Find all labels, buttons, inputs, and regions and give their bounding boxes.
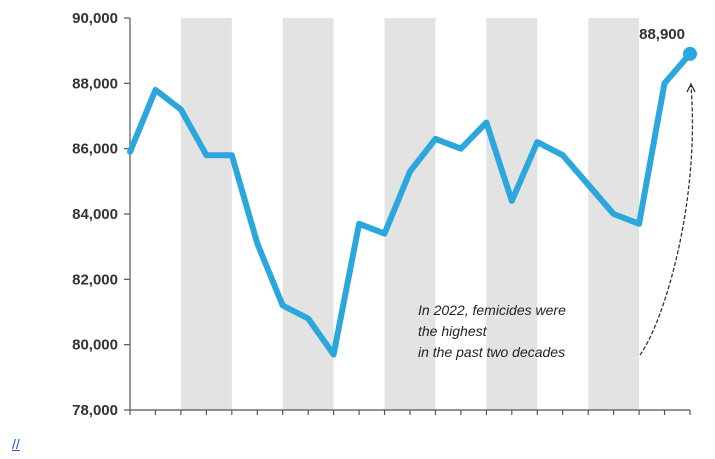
- data-point: [534, 139, 540, 145]
- end-value-callout: 88,900: [639, 26, 685, 43]
- annotation-line-3: in the past two decades: [418, 344, 565, 360]
- data-point: [560, 152, 566, 158]
- data-point: [356, 221, 362, 227]
- data-point: [280, 302, 286, 308]
- data-point: [458, 146, 464, 152]
- data-point: [611, 211, 617, 217]
- data-point: [483, 120, 489, 126]
- data-point: [254, 240, 260, 246]
- data-point: [331, 351, 337, 357]
- data-point: [509, 198, 515, 204]
- data-point: [585, 182, 591, 188]
- y-tick-label: 78,000: [72, 402, 118, 419]
- annotation-arrowhead: [686, 82, 696, 93]
- end-point: [683, 46, 697, 61]
- y-tick-label: 80,000: [72, 337, 118, 354]
- annotation-line-2: the highest: [418, 323, 488, 339]
- data-points: [127, 46, 697, 357]
- y-tick-label: 84,000: [72, 206, 118, 223]
- data-point: [229, 152, 235, 158]
- y-tick-label: 88,000: [72, 75, 118, 92]
- line-chart: 78,000 80,000 82,000 84,000 86,000 88,000 90,0…: [72, 10, 697, 419]
- y-tick-label: 82,000: [72, 271, 118, 288]
- annotation-arrow: [639, 85, 694, 356]
- data-point: [152, 87, 158, 93]
- shaded-band-0: [180, 18, 232, 410]
- data-point: [407, 169, 413, 175]
- data-point: [662, 80, 668, 86]
- shaded-band-3: [486, 18, 538, 410]
- data-point: [382, 231, 388, 237]
- data-point: [178, 106, 184, 112]
- data-point: [127, 149, 133, 155]
- data-point: [432, 136, 438, 142]
- data-point: [203, 152, 209, 158]
- annotation-text: In 2022, femicides were the highest in t…: [418, 302, 566, 360]
- footer-link[interactable]: //: [12, 436, 20, 452]
- annotation-line-1: In 2022, femicides were: [418, 302, 566, 318]
- y-axis-ticks: 78,000 80,000 82,000 84,000 86,000 88,000 90,0…: [72, 10, 130, 419]
- data-point: [305, 316, 311, 322]
- y-tick-label: 90,000: [72, 10, 118, 27]
- x-axis-ticks: 200020122022: [129, 410, 691, 415]
- end-value-label: 88,900: [639, 26, 685, 43]
- shaded-band-1: [282, 18, 334, 410]
- data-point: [636, 221, 642, 227]
- y-tick-label: 86,000: [72, 141, 118, 158]
